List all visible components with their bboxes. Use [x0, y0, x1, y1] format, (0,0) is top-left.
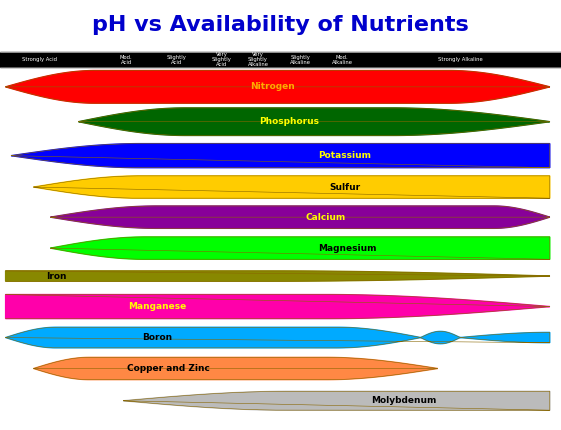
Text: Iron: Iron: [46, 272, 66, 280]
Text: Slightly
Alkaline: Slightly Alkaline: [289, 55, 311, 64]
Polygon shape: [6, 71, 550, 103]
Text: Slightly
Acid: Slightly Acid: [167, 55, 187, 64]
Text: Calcium: Calcium: [305, 213, 346, 221]
Text: Potassium: Potassium: [319, 151, 371, 160]
Bar: [0, 52, 561, 67]
Text: Magnesium: Magnesium: [319, 244, 377, 252]
Polygon shape: [79, 108, 550, 135]
Polygon shape: [6, 271, 550, 281]
Polygon shape: [123, 391, 550, 410]
Polygon shape: [6, 295, 550, 319]
Polygon shape: [11, 144, 550, 168]
Polygon shape: [50, 206, 550, 228]
Text: Strongly Alkaline: Strongly Alkaline: [438, 57, 482, 62]
Text: Mod.
Acid: Mod. Acid: [120, 55, 132, 64]
Text: pH vs Availability of Nutrients: pH vs Availability of Nutrients: [92, 15, 469, 35]
Text: Boron: Boron: [142, 333, 172, 342]
Text: Manganese: Manganese: [128, 302, 186, 311]
Text: Strongly Acid: Strongly Acid: [22, 57, 57, 62]
Text: Very
Slightly
Acid: Very Slightly Acid: [211, 52, 232, 67]
Polygon shape: [34, 357, 438, 380]
Text: Nitrogen: Nitrogen: [250, 83, 295, 91]
Polygon shape: [50, 237, 550, 259]
Text: Very
Slightly
Alkaline: Very Slightly Alkaline: [247, 52, 269, 67]
Text: Copper and Zinc: Copper and Zinc: [127, 364, 210, 373]
Text: Mod.
Alkaline: Mod. Alkaline: [332, 55, 353, 64]
Text: Molybdenum: Molybdenum: [371, 396, 436, 405]
Polygon shape: [6, 327, 550, 348]
Text: Sulfur: Sulfur: [329, 183, 361, 191]
Text: Phosphorus: Phosphorus: [259, 117, 319, 126]
Polygon shape: [34, 176, 550, 198]
